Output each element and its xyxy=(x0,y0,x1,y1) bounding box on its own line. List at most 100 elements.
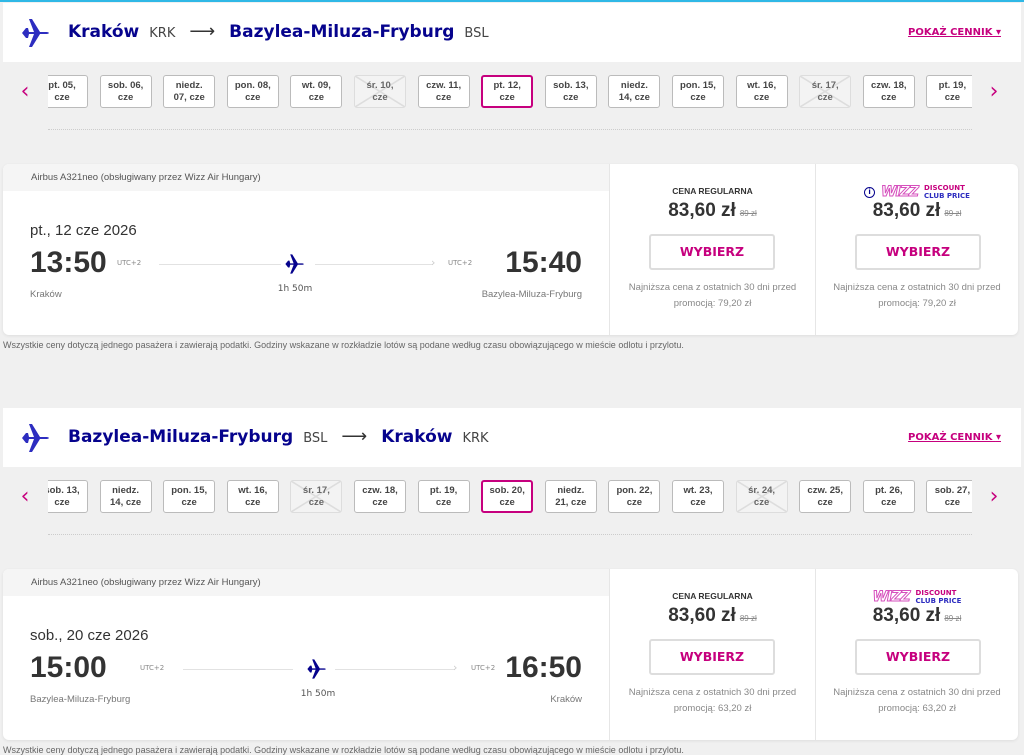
date-chip-day: pt. 19, xyxy=(429,485,458,496)
date-chip-month: cze xyxy=(245,497,261,508)
date-chip[interactable]: czw. 11, cze xyxy=(417,75,470,108)
destination-city: Bazylea-Miluza-Fryburg xyxy=(229,22,455,42)
date-chip[interactable]: niedz. 21, cze xyxy=(544,480,597,513)
club-price-column: i WIZZ DISCOUNT CLUB PRICE 83,60 zł 89 zł … xyxy=(815,164,1018,335)
date-chip-month: cze xyxy=(435,497,452,508)
date-chip-month: cze xyxy=(372,497,388,508)
select-club-button[interactable]: WYBIERZ xyxy=(855,234,981,270)
flight-date: pt., 12 cze 2026 xyxy=(30,222,137,239)
price-value: 83,60 zł xyxy=(668,605,736,626)
date-chip[interactable]: niedz. 07, cze xyxy=(163,75,216,108)
date-chip-day: sob. 06, xyxy=(107,80,144,91)
arrival-time: 15:40 xyxy=(505,246,582,279)
route-line xyxy=(159,264,281,265)
date-chip[interactable]: sob. 20, cze xyxy=(481,480,534,513)
regular-price-column: CENA REGULARNA 83,60 zł 89 zł WYBIERZ Naj… xyxy=(609,569,815,740)
flight-date: sob., 20 cze 2026 xyxy=(30,627,149,644)
select-regular-button[interactable]: WYBIERZ xyxy=(649,234,775,270)
date-chip-day: sob. 13, xyxy=(48,485,80,496)
date-chip[interactable]: czw. 25, cze xyxy=(799,480,852,513)
date-chip[interactable]: pt. 12, cze xyxy=(481,75,534,108)
date-chip[interactable]: czw. 18, cze xyxy=(862,75,915,108)
date-chip[interactable]: pt. 05, cze xyxy=(48,75,88,108)
caret-down-icon: ▾ xyxy=(995,432,1001,443)
date-chip-month: cze xyxy=(308,497,325,508)
date-chip[interactable]: pon. 15, cze xyxy=(163,480,216,513)
departure-time: 13:50 xyxy=(30,246,107,279)
plane-icon xyxy=(305,658,329,680)
date-chip-month: cze xyxy=(753,497,770,508)
destination-code: BSL xyxy=(464,26,489,41)
date-chip[interactable]: sob. 06, cze xyxy=(99,75,152,108)
date-chip[interactable]: niedz. 14, cze xyxy=(608,75,661,108)
regular-price: 83,60 zł 89 zł xyxy=(610,200,815,222)
departure-time: 15:00 xyxy=(30,651,107,684)
date-chip-day: sob. 27, xyxy=(934,485,971,496)
arrival-utc: UTC+2 xyxy=(471,664,496,672)
old-price: 89 zł xyxy=(944,614,962,623)
show-price-list-label: POKAŻ CENNIK xyxy=(908,27,993,38)
date-chip-month: cze xyxy=(499,92,515,103)
arrow-right-icon: ⟶ xyxy=(341,426,368,447)
date-chip-day: pon. 15, xyxy=(680,80,716,91)
date-chip[interactable]: pon. 22, cze xyxy=(608,480,661,513)
departure-utc: UTC+2 xyxy=(117,259,142,267)
date-chip-month: cze xyxy=(54,92,70,103)
date-chip: śr. 17, cze xyxy=(290,480,343,513)
select-club-button[interactable]: WYBIERZ xyxy=(855,639,981,675)
info-icon[interactable]: i xyxy=(864,186,876,198)
aircraft-info: Airbus A321neo (obsługiwany przez Wizz A… xyxy=(3,569,609,596)
lowest-price-note: Najniższa cena z ostatnich 30 dni przed … xyxy=(833,687,1001,714)
date-chip[interactable]: wt. 23, cze xyxy=(672,480,724,513)
next-dates-button[interactable]: › xyxy=(989,79,999,104)
next-dates-button[interactable]: › xyxy=(989,484,999,509)
date-chip-day: czw. 18, xyxy=(871,80,907,91)
show-price-list-link[interactable]: POKAŻ CENNIK ▾ xyxy=(908,432,1001,443)
date-chip[interactable]: wt. 09, cze xyxy=(290,75,343,108)
date-chip-month: 07, cze xyxy=(173,92,205,103)
prev-dates-button[interactable]: ‹ xyxy=(20,79,30,104)
caret-down-icon: ▾ xyxy=(995,27,1001,38)
prev-dates-button[interactable]: ‹ xyxy=(20,484,30,509)
date-chip: śr. 24, cze xyxy=(735,480,788,513)
origin-code: BSL xyxy=(303,431,328,446)
date-chip[interactable]: pt. 19, cze xyxy=(417,480,470,513)
flight-card: Airbus A321neo (obsługiwany przez Wizz A… xyxy=(3,164,1018,335)
route-title: Kraków KRK ⟶ Bazylea-Miluza-Fryburg BSL xyxy=(68,21,489,42)
date-chip[interactable]: niedz. 14, cze xyxy=(99,480,152,513)
date-chip: śr. 10, cze xyxy=(354,75,406,108)
route-title: Bazylea-Miluza-Fryburg BSL ⟶ Kraków KRK xyxy=(68,426,489,447)
select-regular-button[interactable]: WYBIERZ xyxy=(649,639,775,675)
discount-club-text: DISCOUNT CLUB PRICE xyxy=(916,589,962,605)
date-chip: śr. 17, cze xyxy=(799,75,852,108)
date-chip[interactable]: pt. 26, cze xyxy=(862,480,915,513)
flight-card: Airbus A321neo (obsługiwany przez Wizz A… xyxy=(3,569,1018,740)
date-chip-day: śr. 17, xyxy=(302,485,330,496)
show-price-list-link[interactable]: POKAŻ CENNIK ▾ xyxy=(908,27,1001,38)
plane-icon xyxy=(20,422,52,454)
date-chip[interactable]: pon. 15, cze xyxy=(672,75,724,108)
date-chip[interactable]: pt. 19, cze xyxy=(926,75,972,108)
date-chip-month: cze xyxy=(245,92,261,103)
date-chip[interactable]: czw. 18, cze xyxy=(354,480,406,513)
date-chip[interactable]: wt. 16, cze xyxy=(735,75,788,108)
route-line xyxy=(315,264,433,265)
price-value: 83,60 zł xyxy=(668,200,736,221)
date-chip-day: pt. 19, xyxy=(938,80,967,91)
plane-icon xyxy=(20,17,52,49)
date-chip[interactable]: pon. 08, cze xyxy=(226,75,279,108)
date-chip-month: cze xyxy=(626,497,643,508)
old-price: 89 zł xyxy=(944,209,962,218)
logo-line-1: DISCOUNT xyxy=(924,184,965,192)
regular-price-label: CENA REGULARNA xyxy=(672,186,753,196)
date-chip[interactable]: sob. 13,cze xyxy=(544,75,597,108)
date-chip[interactable]: sob. 13,cze xyxy=(48,480,88,513)
discount-club-text: DISCOUNT CLUB PRICE xyxy=(924,184,970,200)
date-chip[interactable]: sob. 27, cze xyxy=(926,480,972,513)
price-value: 83,60 zł xyxy=(872,605,941,626)
date-chip-month: cze xyxy=(499,497,515,508)
date-chip-month: cze xyxy=(563,92,579,103)
arrow-head-icon: › xyxy=(453,661,458,674)
date-chip[interactable]: wt. 16, cze xyxy=(226,480,279,513)
regular-price-column: CENA REGULARNA 83,60 zł 89 zł WYBIERZ Naj… xyxy=(609,164,815,335)
